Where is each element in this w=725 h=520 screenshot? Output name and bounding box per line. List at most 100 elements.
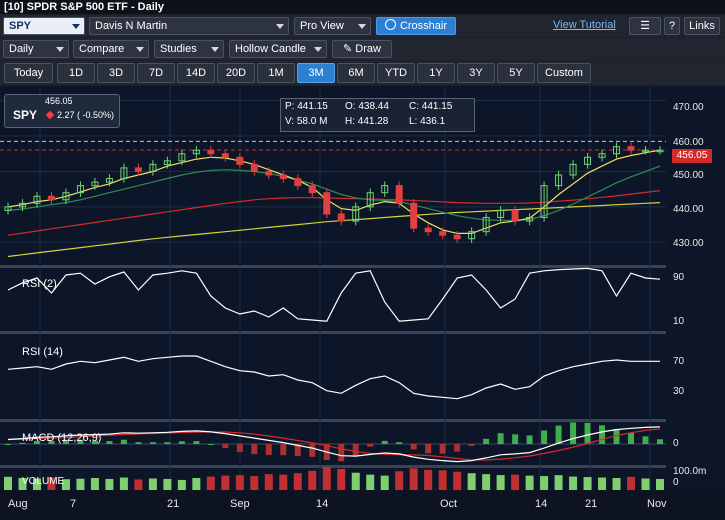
volume-bar [90, 478, 99, 490]
compare-label: Compare [79, 43, 125, 55]
range-1y[interactable]: 1Y [417, 63, 455, 83]
range-6m[interactable]: 6M [337, 63, 375, 83]
rsi2-line [7, 267, 661, 322]
range-ytd[interactable]: YTD [377, 63, 415, 83]
draw-button[interactable]: ✎ Draw [332, 40, 392, 58]
symbol-value: SPY [9, 20, 32, 32]
volume-tick: 0 [673, 477, 679, 488]
macd-histogram-bar [483, 438, 490, 444]
macd-histogram-bar [48, 440, 55, 444]
chevron-down-icon [276, 24, 284, 29]
view-select[interactable]: Pro View [294, 17, 371, 35]
range-7d[interactable]: 7D [137, 63, 175, 83]
range-14d[interactable]: 14D [177, 63, 215, 83]
macd-histogram-bar [352, 444, 359, 456]
macd-histogram-bar [135, 442, 142, 444]
account-select[interactable]: Davis N Martin [89, 17, 289, 35]
candle-body [236, 156, 244, 165]
macd-histogram-bar [584, 422, 591, 444]
x-axis-label: 21 [585, 498, 598, 510]
panel-separator [0, 331, 666, 334]
macd-histogram-bar [309, 444, 316, 457]
ohlc-tooltip: P: 441.15 O: 438.44 C: 441.15 V: 58.0 M … [280, 98, 475, 132]
range-label: 6M [348, 67, 364, 79]
candle-body [221, 153, 229, 158]
range-bar: Today 1D 3D 7D 14D 20D 1M 3M 6M YTD 1Y 3… [0, 61, 725, 85]
macd-histogram-bar [164, 442, 171, 444]
range-1m[interactable]: 1M [257, 63, 295, 83]
macd-tick: 0 [673, 438, 679, 449]
quote-symbol: SPY [13, 108, 38, 122]
range-custom-label: Custom [545, 67, 583, 79]
macd-histogram-bar [338, 444, 345, 462]
links-button[interactable]: Links [684, 17, 720, 35]
rsi2-label: RSI (2) [22, 278, 57, 290]
range-1d[interactable]: 1D [57, 63, 95, 83]
candle-body [207, 149, 215, 155]
chart-svg[interactable] [0, 86, 725, 520]
rsi14-tick: 70 [673, 356, 685, 367]
candle-body [308, 185, 316, 194]
macd-histogram-bar [149, 442, 156, 444]
macd-histogram-bar [497, 433, 504, 444]
chevron-down-icon [314, 47, 322, 52]
help-button[interactable]: ? [664, 17, 680, 35]
interval-select[interactable]: Daily [3, 40, 69, 58]
ma-200-line [7, 202, 661, 258]
ma-long-line [7, 190, 661, 236]
macd-histogram-bar [526, 435, 533, 444]
candle-body [76, 185, 84, 194]
macd-signal-line [7, 428, 661, 461]
symbol-input[interactable]: SPY [3, 17, 85, 35]
range-label: 1M [268, 67, 284, 79]
crosshair-button[interactable]: Crosshair [376, 17, 456, 35]
x-axis-label: Nov [647, 498, 667, 510]
volume-bar [641, 478, 650, 490]
candle-body [424, 227, 432, 233]
volume-bar [32, 478, 41, 490]
range-3m[interactable]: 3M [297, 63, 335, 83]
range-today[interactable]: Today [4, 63, 53, 83]
range-5y[interactable]: 5Y [497, 63, 535, 83]
macd-histogram-bar [294, 444, 301, 457]
quote-change: 2.27 ( -0.50%) [57, 110, 115, 120]
links-label: Links [689, 20, 715, 32]
range-3d[interactable]: 3D [97, 63, 135, 83]
volume-bar [540, 476, 549, 490]
menu-button[interactable]: ☰ [629, 17, 661, 35]
ohlc-o: O: 438.44 [345, 101, 389, 112]
candle-body [149, 163, 157, 172]
volume-bar [264, 474, 273, 490]
volume-bar [496, 475, 505, 490]
range-20d[interactable]: 20D [217, 63, 255, 83]
volume-bar [395, 471, 404, 490]
volume-bar [482, 474, 491, 490]
price-tick: 440.00 [673, 204, 704, 215]
range-custom[interactable]: Custom [537, 63, 591, 83]
candle-body [294, 178, 302, 187]
macd-histogram-bar [33, 441, 40, 444]
volume-bar [554, 475, 563, 490]
volume-bar [511, 474, 520, 490]
candle-body [62, 192, 70, 201]
candle-body [381, 185, 389, 194]
candle-body [642, 149, 650, 153]
help-label: ? [668, 20, 676, 32]
macd-histogram-bar [410, 444, 417, 450]
studies-select[interactable]: Studies [154, 40, 224, 58]
macd-histogram-bar [613, 428, 620, 444]
chevron-down-icon[interactable] [72, 24, 80, 29]
macd-histogram-bar [512, 434, 519, 444]
volume-label: VOLUME [22, 476, 65, 487]
macd-histogram-bar [251, 444, 258, 455]
compare-select[interactable]: Compare [73, 40, 149, 58]
chart-area[interactable]: 456.05 SPY 2.27 ( -0.50%) P: 441.15 O: 4… [0, 86, 725, 520]
view-tutorial-link[interactable]: View Tutorial [553, 19, 616, 31]
candle-body [656, 149, 664, 153]
volume-bar [656, 478, 664, 490]
candle-body [439, 231, 447, 236]
candle-body [105, 178, 113, 183]
chart-style-select[interactable]: Hollow Candle [229, 40, 327, 58]
volume-bar [583, 477, 592, 490]
range-3y[interactable]: 3Y [457, 63, 495, 83]
